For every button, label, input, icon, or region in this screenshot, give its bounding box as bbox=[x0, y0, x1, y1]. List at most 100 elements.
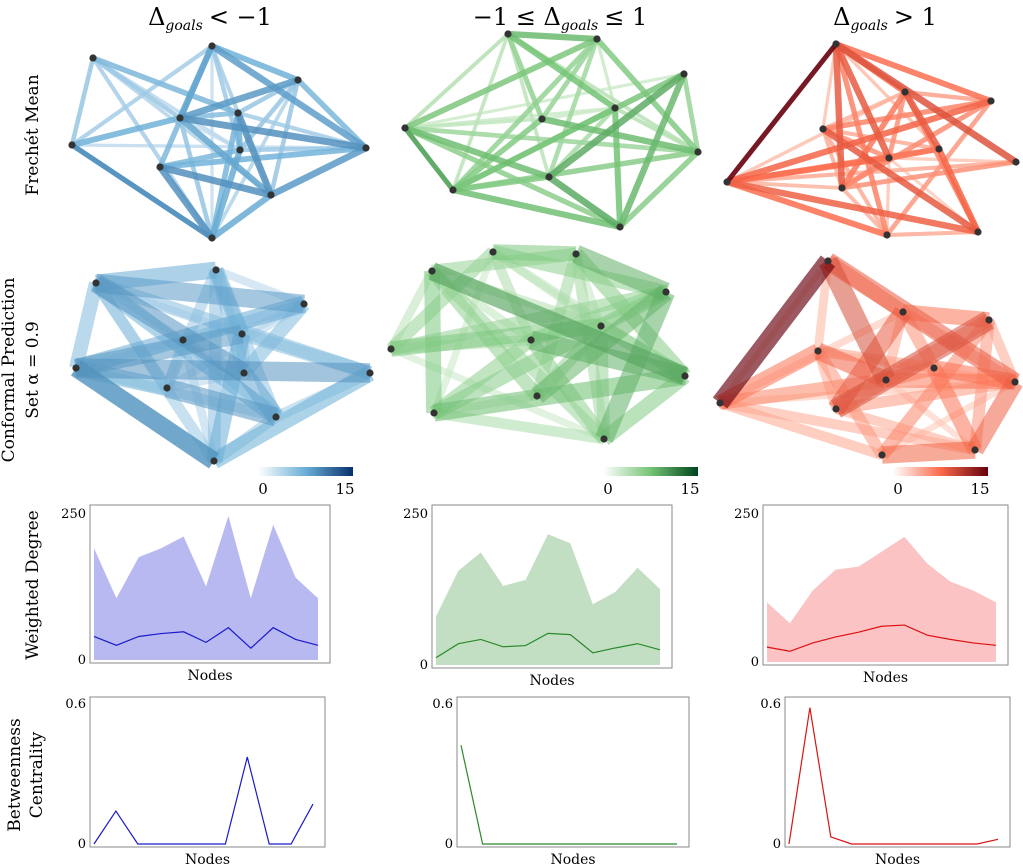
network-node bbox=[387, 345, 395, 353]
network-edge-strong bbox=[70, 360, 220, 469]
network-edge bbox=[452, 186, 621, 231]
network-edge bbox=[70, 44, 214, 147]
median-line bbox=[766, 624, 997, 652]
row-label-degree: Weighted Degree bbox=[23, 510, 43, 659]
network-edge-strong bbox=[725, 42, 838, 184]
network-node bbox=[238, 330, 246, 338]
panel-frame bbox=[762, 504, 1009, 666]
ytick-label: 0 bbox=[751, 655, 759, 670]
betweenness-line bbox=[93, 756, 314, 845]
network-edge bbox=[726, 179, 888, 238]
network-node bbox=[489, 248, 497, 256]
degree-panel-0: 250 0 Nodes bbox=[61, 504, 331, 684]
network-node bbox=[662, 288, 670, 296]
network-node bbox=[504, 30, 512, 38]
network-edge bbox=[967, 377, 1023, 455]
colorbar-gradient bbox=[603, 467, 698, 476]
colorbar-max-label: 15 bbox=[680, 480, 699, 498]
network-node bbox=[985, 316, 993, 324]
network-edge bbox=[159, 145, 367, 170]
network-node bbox=[600, 435, 608, 443]
network-node bbox=[449, 186, 457, 194]
network-node bbox=[401, 124, 409, 132]
network-node bbox=[1012, 158, 1020, 166]
colorbar-0: 0 15 bbox=[258, 467, 355, 498]
ytick-label: 0 bbox=[78, 837, 86, 852]
network-node bbox=[814, 347, 822, 355]
network-frechet-1 bbox=[401, 30, 702, 231]
column-title-0: Δgoals < −1 bbox=[148, 3, 272, 34]
row-label-betweenness-2: Centrality bbox=[27, 731, 47, 818]
degree-panel-1: 250 0 Nodes bbox=[403, 504, 673, 689]
network-edge bbox=[547, 174, 622, 230]
network-node bbox=[723, 178, 731, 186]
network-graphs bbox=[68, 30, 1023, 469]
ytick-label: 0 bbox=[420, 658, 428, 673]
panel-frame bbox=[456, 696, 690, 848]
xaxis-label: Nodes bbox=[185, 852, 230, 865]
betweenness-panel-1: 0.6 0 Nodes bbox=[432, 696, 690, 865]
network-edge-strong bbox=[70, 142, 214, 241]
network-edge bbox=[840, 155, 891, 191]
network-edge bbox=[95, 273, 305, 314]
betweenness-panel-2: 0.6 0 Nodes bbox=[760, 696, 1011, 865]
ytick-label: 250 bbox=[734, 507, 759, 522]
network-node bbox=[838, 184, 846, 192]
network-node bbox=[272, 413, 280, 421]
colorbar-min-label: 0 bbox=[603, 480, 613, 498]
xaxis-label: Nodes bbox=[529, 673, 574, 689]
network-edge bbox=[886, 229, 979, 238]
weighted-degree-panels: 250 0 Nodes 250 0 Nodes 250 0 Nodes bbox=[61, 504, 1009, 689]
network-node bbox=[616, 223, 624, 231]
network-edge bbox=[833, 42, 892, 160]
confidence-band bbox=[436, 534, 660, 665]
network-node bbox=[362, 144, 370, 152]
row-label-conformal-1: Conformal Prediction bbox=[0, 278, 19, 463]
network-node bbox=[428, 267, 436, 275]
network-edge bbox=[718, 398, 884, 460]
network-edge bbox=[823, 253, 1020, 390]
network-node bbox=[899, 308, 907, 316]
network-edge bbox=[546, 71, 687, 180]
ytick-label: 0 bbox=[773, 837, 781, 852]
network-edge bbox=[403, 32, 510, 130]
network-edge bbox=[159, 163, 272, 199]
ytick-label: 0.6 bbox=[760, 697, 781, 712]
network-node bbox=[716, 399, 724, 407]
network-edge bbox=[75, 358, 371, 383]
ytick-label: 250 bbox=[61, 507, 86, 522]
betweenness-panel-0: 0.6 0 Nodes bbox=[65, 696, 326, 865]
network-node bbox=[611, 104, 619, 112]
network-node bbox=[882, 376, 890, 384]
network-edge bbox=[210, 43, 368, 151]
network-edge bbox=[71, 115, 181, 148]
network-node bbox=[681, 372, 689, 380]
network-edge bbox=[452, 174, 550, 193]
row-label-frechet: Frechét Mean bbox=[23, 74, 43, 195]
network-edge bbox=[541, 115, 699, 156]
colorbar-gradient bbox=[893, 467, 988, 476]
network-edge bbox=[403, 36, 599, 131]
network-edge bbox=[936, 147, 981, 234]
panel-frame bbox=[431, 504, 673, 669]
network-node bbox=[597, 322, 605, 330]
network-edge bbox=[880, 379, 1017, 458]
network-edge bbox=[927, 364, 982, 454]
network-node bbox=[935, 145, 943, 153]
xaxis-label: Nodes bbox=[550, 852, 595, 865]
colorbar-2: 0 15 bbox=[893, 467, 990, 498]
network-node bbox=[538, 115, 546, 123]
network-node bbox=[89, 54, 97, 62]
network-edge-strong bbox=[712, 255, 836, 409]
network-edge bbox=[572, 245, 670, 301]
network-edge bbox=[821, 126, 980, 235]
network-edge bbox=[164, 378, 279, 427]
network-node bbox=[819, 125, 827, 133]
ytick-label: 0 bbox=[445, 837, 453, 852]
column-title-1: −1 ≤ Δgoals ≤ 1 bbox=[473, 3, 648, 34]
network-edge bbox=[834, 42, 941, 151]
network-node bbox=[234, 109, 242, 117]
confidence-band bbox=[94, 515, 318, 660]
network-edge bbox=[902, 90, 942, 151]
colorbar-max-label: 15 bbox=[335, 480, 354, 498]
